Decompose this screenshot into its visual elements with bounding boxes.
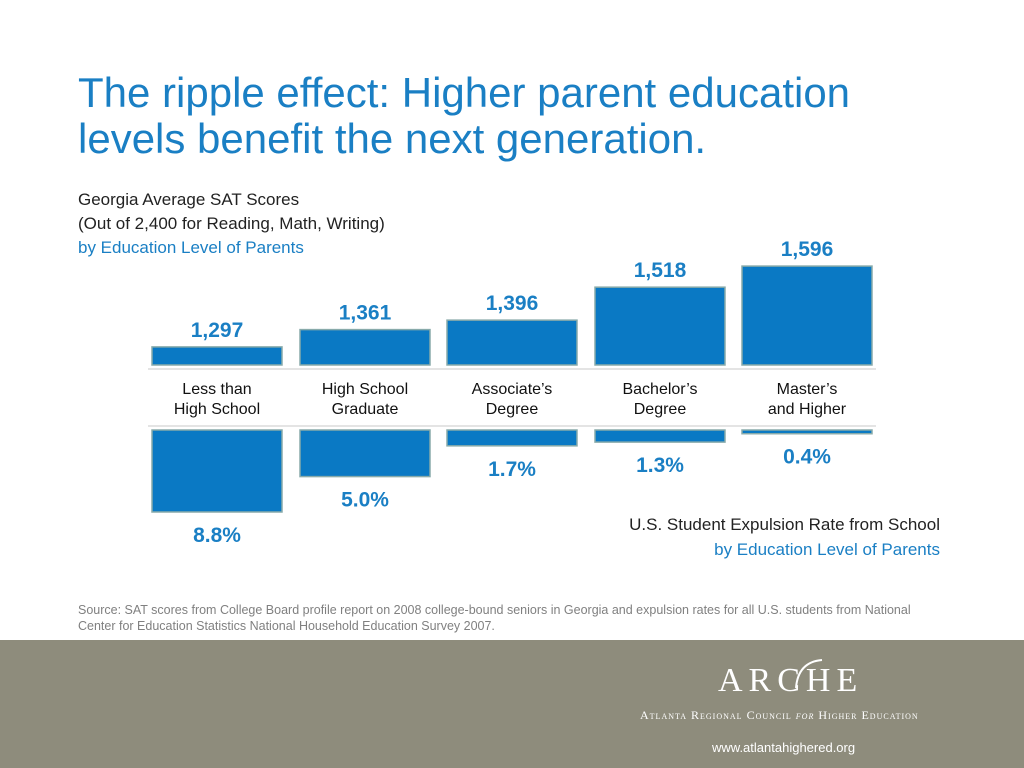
category-label: and Higher <box>768 401 847 418</box>
category-label: High School <box>322 381 408 398</box>
expulsion-bar <box>446 429 578 447</box>
title-line-1: The ripple effect: Higher parent educati… <box>78 69 851 116</box>
sat-bar <box>299 328 431 366</box>
logo-arc-path <box>795 659 823 689</box>
expulsion-data-label: 1.7% <box>488 458 536 481</box>
category-label: Graduate <box>332 401 399 418</box>
slide-title: The ripple effect: Higher parent educati… <box>78 70 978 162</box>
arche-logo: ARCHE <box>718 662 864 699</box>
expulsion-bar <box>151 429 283 513</box>
logo-sub-for: for <box>795 708 815 722</box>
category-label: High School <box>174 401 260 418</box>
expulsion-data-label: 5.0% <box>341 489 389 512</box>
sat-data-label: 1,396 <box>486 292 539 315</box>
category-label: Less than <box>182 381 251 398</box>
sat-data-label: 1,518 <box>634 259 687 282</box>
category-label: Associate’s <box>472 381 553 398</box>
category-label: Bachelor’s <box>622 381 697 398</box>
source-note: Source: SAT scores from College Board pr… <box>78 603 911 633</box>
expulsion-chart-header: U.S. Student Expulsion Rate from School … <box>629 512 940 562</box>
logo-arc-icon <box>795 659 823 689</box>
footer-url[interactable]: www.atlantahighered.org <box>712 740 856 755</box>
sat-bar <box>594 286 726 366</box>
sat-data-label: 1,361 <box>339 302 392 325</box>
sat-chart-subtitle2: by Education Level of Parents <box>78 238 304 257</box>
expulsion-bar <box>299 429 431 478</box>
logo-sub-pre: Atlanta Regional Council <box>640 708 796 722</box>
logo-sub-post: Higher Education <box>814 708 919 722</box>
sat-bar <box>151 346 283 366</box>
expulsion-bar <box>741 429 873 435</box>
arche-logo-subtitle: Atlanta Regional Council for Higher Educ… <box>640 708 919 723</box>
sat-chart-header: Georgia Average SAT Scores (Out of 2,400… <box>78 188 385 260</box>
category-label: Degree <box>634 401 687 418</box>
expulsion-chart-title: U.S. Student Expulsion Rate from School <box>629 515 940 534</box>
title-line-2: levels benefit the next generation. <box>78 115 707 162</box>
sat-bar <box>446 319 578 366</box>
expulsion-bar <box>594 429 726 443</box>
sat-chart-subtitle: (Out of 2,400 for Reading, Math, Writing… <box>78 214 385 233</box>
expulsion-chart-subtitle: by Education Level of Parents <box>714 540 940 559</box>
expulsion-data-label: 0.4% <box>783 446 831 469</box>
sat-chart-title: Georgia Average SAT Scores <box>78 190 300 209</box>
sat-data-label: 1,596 <box>781 238 834 261</box>
expulsion-data-label: 8.8% <box>193 524 241 547</box>
sat-bar <box>741 265 873 366</box>
charts-svg: 1,297 Less than High School 1,361 High Schoo… <box>148 238 876 547</box>
category-label: Degree <box>486 401 539 418</box>
category-label: Master’s <box>777 381 838 398</box>
footer-band <box>0 640 1024 768</box>
expulsion-data-label: 1.3% <box>636 454 684 477</box>
sat-data-label: 1,297 <box>191 319 244 342</box>
